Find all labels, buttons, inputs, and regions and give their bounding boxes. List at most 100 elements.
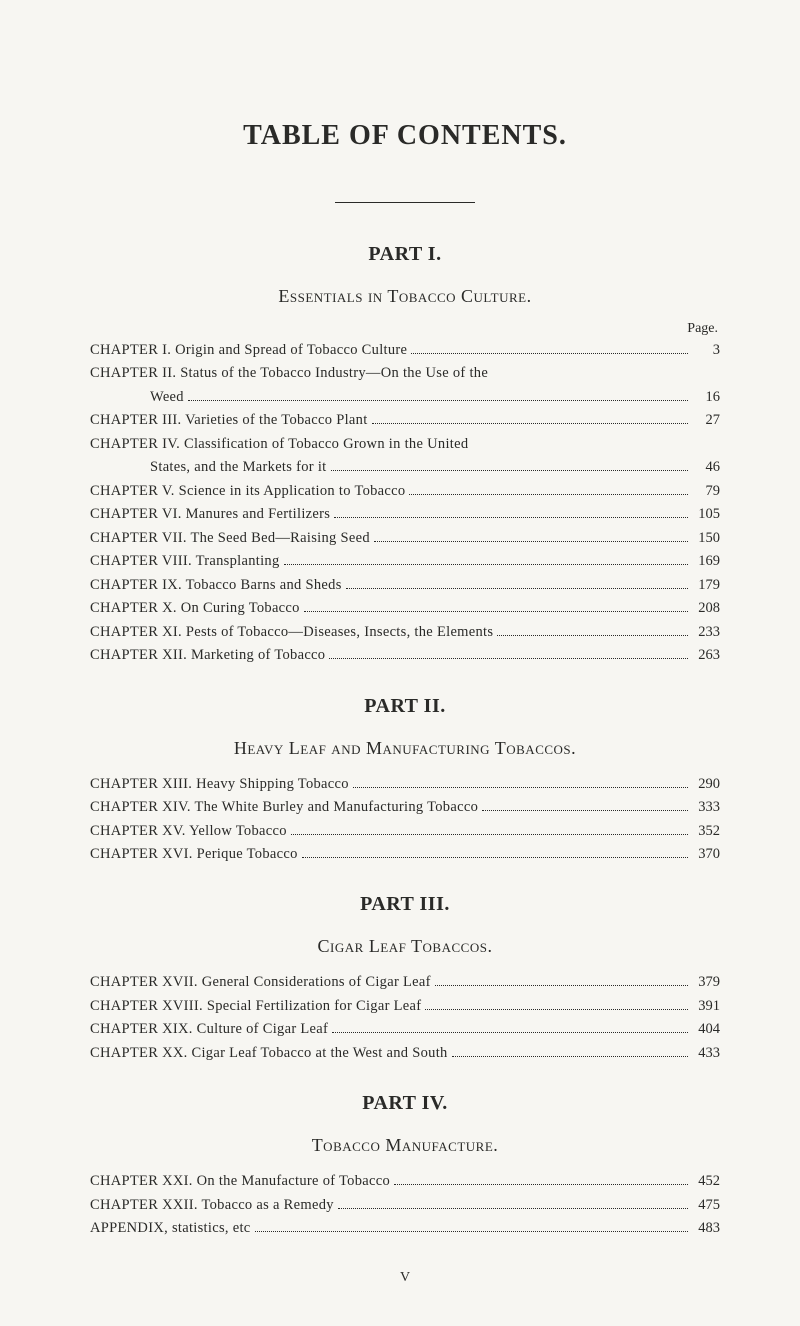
toc-dot-leader	[452, 1056, 688, 1057]
toc-page-number: 79	[692, 480, 720, 502]
toc-entry: CHAPTER XII. Marketing of Tobacco 263	[90, 644, 720, 666]
page-footer: V	[90, 1270, 720, 1286]
toc-page-number: 208	[692, 597, 720, 619]
toc-page-number: 105	[692, 503, 720, 525]
toc-entry-text: CHAPTER V. Science in its Application to…	[90, 480, 405, 502]
toc-page-number: 169	[692, 550, 720, 572]
part-title: PART II.	[90, 695, 720, 718]
section-title: Tobacco Manufacture.	[90, 1135, 720, 1156]
toc-dot-leader	[334, 517, 688, 518]
toc-dot-leader	[332, 1032, 688, 1033]
toc-entry-text: CHAPTER VIII. Transplanting	[90, 550, 280, 572]
toc-entry: CHAPTER XVIII. Special Fertilization for…	[90, 995, 720, 1017]
toc-entry: CHAPTER XVII. General Considerations of …	[90, 971, 720, 993]
toc-dot-leader	[284, 564, 689, 565]
toc-entry-text: CHAPTER XX. Cigar Leaf Tobacco at the We…	[90, 1042, 448, 1064]
toc-dot-leader	[425, 1009, 688, 1010]
document-page: TABLE OF CONTENTS. PART I. Essentials in …	[0, 0, 800, 1326]
toc-dot-leader	[497, 635, 688, 636]
toc-entry-text: CHAPTER XVI. Perique Tobacco	[90, 843, 298, 865]
toc-page-number: 475	[692, 1194, 720, 1216]
toc-entry-text: CHAPTER XII. Marketing of Tobacco	[90, 644, 325, 666]
toc-page-number: 379	[692, 971, 720, 993]
toc-entry-text: CHAPTER XIX. Culture of Cigar Leaf	[90, 1018, 328, 1040]
toc-page-number: 46	[692, 456, 720, 478]
toc-page-number: 333	[692, 796, 720, 818]
toc-page-number: 433	[692, 1042, 720, 1064]
toc-entry: CHAPTER VIII. Transplanting 169	[90, 550, 720, 572]
toc-dot-leader	[329, 658, 688, 659]
toc-page-number: 404	[692, 1018, 720, 1040]
toc-entry-text: CHAPTER VI. Manures and Fertilizers	[90, 503, 330, 525]
toc-dot-leader	[302, 857, 688, 858]
toc-entry: CHAPTER V. Science in its Application to…	[90, 480, 720, 502]
toc-entry: CHAPTER XVI. Perique Tobacco 370	[90, 843, 720, 865]
toc-page-number: 452	[692, 1170, 720, 1192]
toc-dot-leader	[331, 470, 688, 471]
toc-dot-leader	[411, 353, 688, 354]
toc-entry-text: CHAPTER XXI. On the Manufacture of Tobac…	[90, 1170, 390, 1192]
toc-entry: CHAPTER XX. Cigar Leaf Tobacco at the We…	[90, 1042, 720, 1064]
toc-entry-text: States, and the Markets for it	[90, 456, 327, 478]
toc-page-number: 263	[692, 644, 720, 666]
toc-entry-text: CHAPTER IV. Classification of Tobacco Gr…	[90, 433, 468, 455]
toc-entry: CHAPTER I. Origin and Spread of Tobacco …	[90, 339, 720, 361]
toc-entry: CHAPTER XIX. Culture of Cigar Leaf 404	[90, 1018, 720, 1040]
part-block: PART III.Cigar Leaf Tobaccos.CHAPTER XVI…	[90, 893, 720, 1064]
toc-dot-leader	[374, 541, 688, 542]
toc-entry: CHAPTER XI. Pests of Tobacco—Diseases, I…	[90, 621, 720, 643]
section-title: Heavy Leaf and Manufacturing Tobaccos.	[90, 738, 720, 759]
part-block: PART IV. Tobacco Manufacture. CHAPTER XXI.…	[90, 1092, 720, 1239]
toc-entry-text: CHAPTER XVII. General Considerations of …	[90, 971, 431, 993]
toc-page-number: 179	[692, 574, 720, 596]
toc-page-number: 150	[692, 527, 720, 549]
toc-page-number: 370	[692, 843, 720, 865]
toc-entry: CHAPTER VI. Manures and Fertilizers 105	[90, 503, 720, 525]
toc-entry-text: CHAPTER I. Origin and Spread of Tobacco …	[90, 339, 407, 361]
toc-page-number: 352	[692, 820, 720, 842]
toc-page-number: 27	[692, 409, 720, 431]
toc-entry: States, and the Markets for it 46	[90, 456, 720, 478]
toc-entry-text: CHAPTER VII. The Seed Bed—Raising Seed	[90, 527, 370, 549]
toc-entry: CHAPTER XIV. The White Burley and Manufa…	[90, 796, 720, 818]
toc-page-number: 233	[692, 621, 720, 643]
toc-dot-leader	[435, 985, 688, 986]
toc-entry: CHAPTER XXI. On the Manufacture of Tobac…	[90, 1170, 720, 1192]
toc-entry-text: CHAPTER XIII. Heavy Shipping Tobacco	[90, 773, 349, 795]
toc-dot-leader	[338, 1208, 688, 1209]
main-title: TABLE OF CONTENTS.	[90, 120, 720, 152]
part-title: PART I.	[90, 243, 720, 266]
toc-dot-leader	[346, 588, 688, 589]
toc-entry-text: CHAPTER XIV. The White Burley and Manufa…	[90, 796, 478, 818]
toc-dot-leader	[409, 494, 688, 495]
toc-entry: CHAPTER X. On Curing Tobacco 208	[90, 597, 720, 619]
toc-page-number: 16	[692, 386, 720, 408]
toc-entry-text: CHAPTER III. Varieties of the Tobacco Pl…	[90, 409, 368, 431]
toc-page-number: 290	[692, 773, 720, 795]
toc-page-number: 391	[692, 995, 720, 1017]
toc-entry-text: CHAPTER XI. Pests of Tobacco—Diseases, I…	[90, 621, 493, 643]
part-title: PART IV.	[90, 1092, 720, 1115]
toc-entry: Weed16	[90, 386, 720, 408]
page-column-header: Page.	[90, 321, 720, 337]
toc-entry: CHAPTER XIII. Heavy Shipping Tobacco 290	[90, 773, 720, 795]
toc-entry: CHAPTER III. Varieties of the Tobacco Pl…	[90, 409, 720, 431]
toc-entry-text: APPENDIX, statistics, etc	[90, 1217, 251, 1239]
toc-dot-leader	[353, 787, 688, 788]
part-title: PART III.	[90, 893, 720, 916]
toc-entry: CHAPTER IX. Tobacco Barns and Sheds179	[90, 574, 720, 596]
toc-entry-text: CHAPTER XV. Yellow Tobacco	[90, 820, 287, 842]
parts-container: PART I. Essentials in Tobacco Culture. Pag…	[90, 243, 720, 1240]
toc-dot-leader	[291, 834, 688, 835]
toc-entry: CHAPTER II. Status of the Tobacco Indust…	[90, 362, 720, 384]
toc-page-number: 3	[692, 339, 720, 361]
toc-dot-leader	[188, 400, 688, 401]
toc-dot-leader	[372, 423, 688, 424]
section-title: Essentials in Tobacco Culture.	[90, 286, 720, 307]
toc-dot-leader	[304, 611, 688, 612]
toc-dot-leader	[394, 1184, 688, 1185]
toc-entry-text: CHAPTER XVIII. Special Fertilization for…	[90, 995, 421, 1017]
part-block: PART II. Heavy Leaf and Manufacturing Tob…	[90, 695, 720, 866]
toc-entry: CHAPTER XV. Yellow Tobacco 352	[90, 820, 720, 842]
toc-entry-text: CHAPTER X. On Curing Tobacco	[90, 597, 300, 619]
